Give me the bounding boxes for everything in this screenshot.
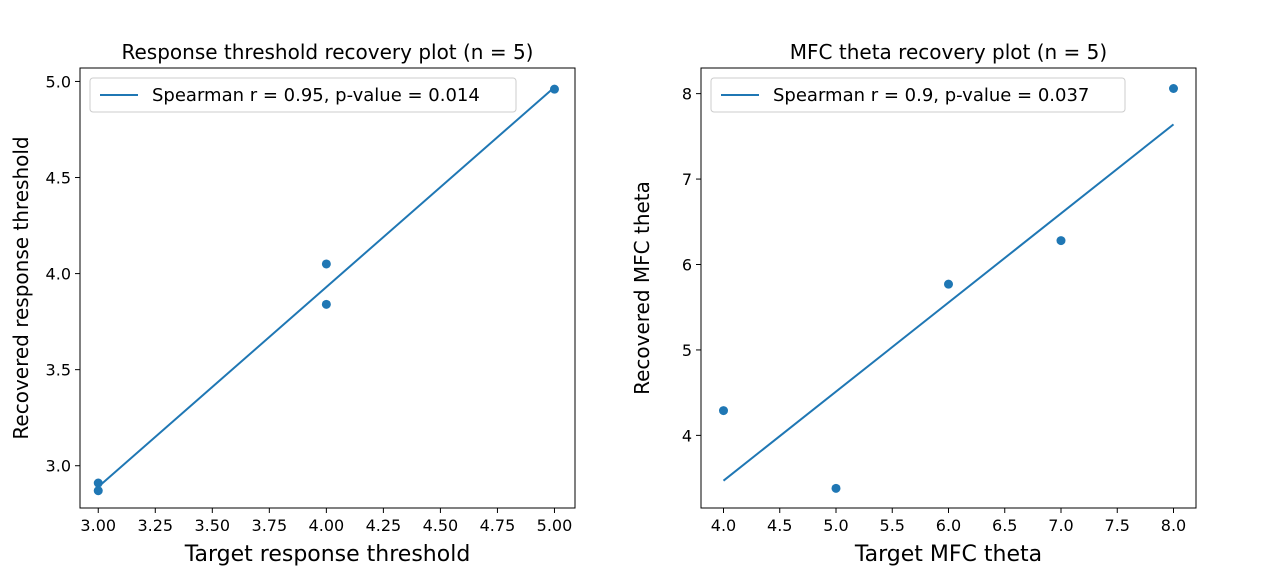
chart-2-data-point [1169,84,1178,94]
chart-1-xtick-label: 3.75 [252,516,288,535]
chart-1-xtick-label: 4.25 [366,516,402,535]
chart-1-xtick-label: 4.00 [309,516,345,535]
chart-2-ylabel: Recovered MFC theta [630,181,654,395]
chart-1-ytick-label: 4.5 [46,169,71,188]
chart-2-xtick-label: 5.0 [823,516,848,535]
chart-1-ytick-label: 5.0 [46,72,71,91]
chart-2-xtick-label: 7.5 [1105,516,1130,535]
chart-2-legend-label: Spearman r = 0.9, p-value = 0.037 [773,85,1089,106]
chart-1-ytick-label: 3.5 [46,361,71,380]
chart-2-xtick-label: 7.0 [1048,516,1073,535]
chart-1-data-point [93,478,103,488]
chart-2-xtick-label: 8.0 [1161,516,1186,535]
chart-2-data-point [944,279,953,289]
chart-1-data-point [321,299,331,309]
chart-2-xtick-label: 5.5 [880,516,905,535]
chart-2-ytick-label: 5 [682,341,692,360]
chart-1-ytick-label: 3.0 [46,457,71,476]
chart-1-title: Response threshold recovery plot (n = 5) [121,40,533,64]
chart-1-data-point [549,84,559,94]
chart-2-ytick-label: 6 [682,256,692,275]
chart-2-data-point [831,483,841,493]
chart-2-fit-line [722,123,1175,482]
chart-1-fit-line [97,86,556,488]
chart-2-title: MFC theta recovery plot (n = 5) [790,40,1107,64]
chart-1-legend-label: Spearman r = 0.95, p-value = 0.014 [152,85,480,106]
chart-2-ytick-label: 7 [682,170,692,189]
chart-2-xtick-label: 6.0 [936,516,961,535]
chart-1-data-point [93,486,103,496]
chart-2-ytick-label: 4 [682,426,692,445]
chart-2-xtick-label: 6.5 [992,516,1017,535]
chart-1-ytick-label: 4.0 [46,265,71,284]
chart-1-xtick-label: 4.75 [480,516,516,535]
chart-2-data-point [1056,236,1066,246]
chart-2-data-point [719,406,728,416]
chart-1-xlabel: Target response threshold [184,542,471,567]
chart-1-xtick-label: 3.00 [80,516,116,535]
chart-2-ytick-label: 8 [682,85,692,104]
chart-2-legend-box [710,77,1126,113]
chart-1-xtick-label: 5.00 [537,516,573,535]
chart-2-xlabel: Target MFC theta [854,542,1042,567]
chart-2-legend: Spearman r = 0.9, p-value = 0.037 [710,77,1126,113]
chart-2-plot-frame [700,67,1197,509]
chart-1-xtick-label: 4.50 [423,516,459,535]
chart-1-data-point [321,259,331,269]
chart-2-xtick-label: 4.0 [711,516,736,535]
chart-2: MFC theta recovery plot (n = 5) 4.0 4.5 5.0… [630,40,1197,567]
chart-1-ylabel: Recovered response threshold [9,136,33,439]
chart-2-xtick-label: 4.5 [767,516,792,535]
chart-1-legend: Spearman r = 0.95, p-value = 0.014 [89,77,517,113]
chart-1-plot-frame [79,67,576,509]
chart-1-xtick-label: 3.50 [194,516,230,535]
chart-1-legend-box [89,77,517,113]
chart-1: Response threshold recovery plot (n = 5)… [9,40,576,567]
chart-1-xtick-label: 3.25 [137,516,173,535]
